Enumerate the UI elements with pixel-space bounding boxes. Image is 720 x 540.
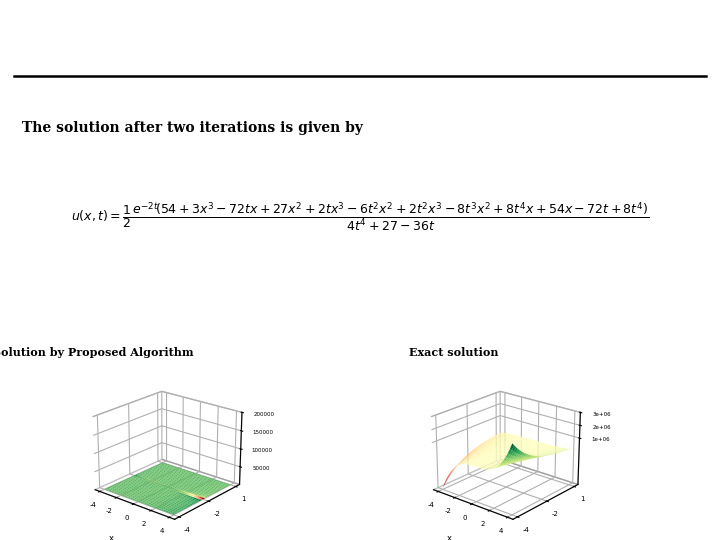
Text: Solution by Proposed Algorithm: Solution by Proposed Algorithm bbox=[0, 347, 194, 357]
Text: $u(x,t) = \dfrac{1}{2}\dfrac{e^{-2t}\!\left(54+3x^3-72tx+27x^2+2tx^3-6t^2x^2+2t^: $u(x,t) = \dfrac{1}{2}\dfrac{e^{-2t}\!\l… bbox=[71, 200, 649, 233]
X-axis label: x: x bbox=[447, 534, 452, 540]
Text: Exact solution: Exact solution bbox=[409, 347, 498, 357]
X-axis label: x: x bbox=[109, 534, 114, 540]
Text: The solution after two iterations is given by: The solution after two iterations is giv… bbox=[22, 122, 363, 136]
